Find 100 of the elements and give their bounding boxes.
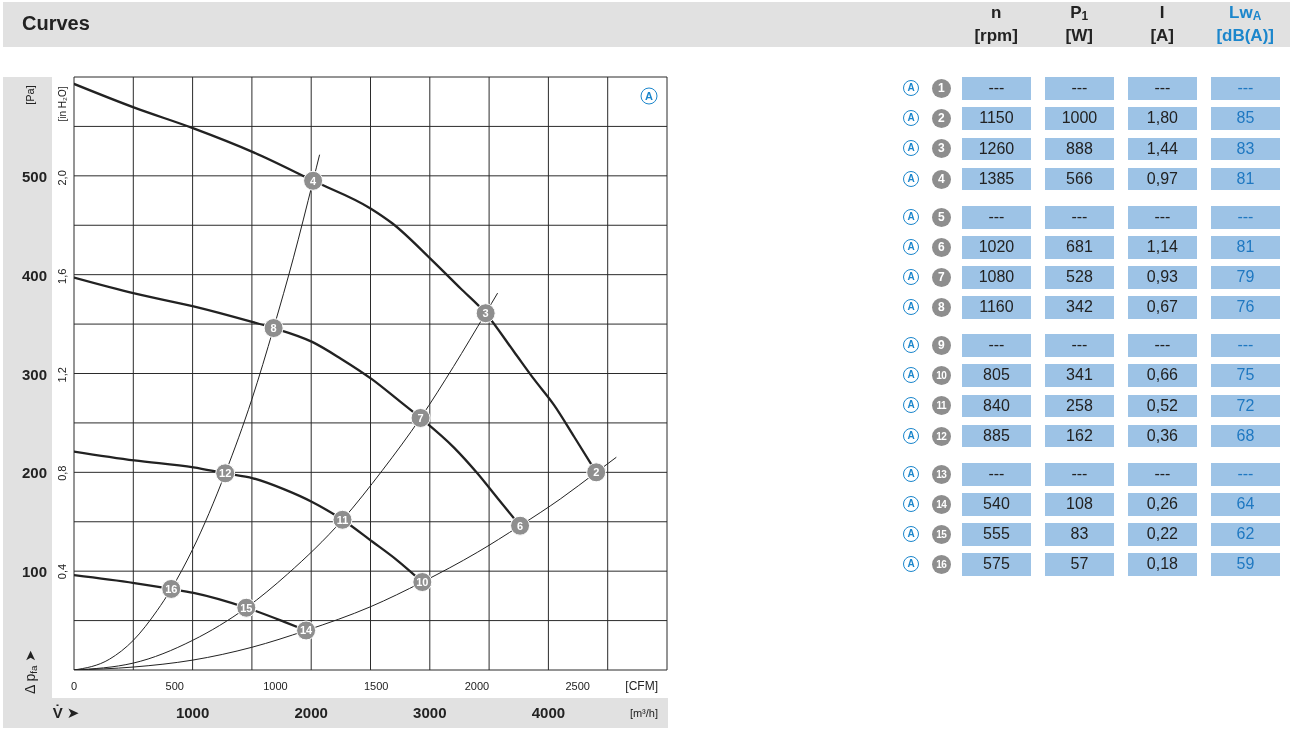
y2-tick-label: A [903,367,920,384]
x2-tick-label: 2500 [565,680,590,692]
y2-tick-label: A [903,525,920,542]
data-label: 81 [1210,235,1281,259]
data-label: 258 [1044,394,1115,418]
data-label: 1385 [961,167,1032,191]
text: --- [988,336,1005,354]
data-label: 1020 [961,235,1032,259]
data-label: 62 [1210,523,1281,546]
x2-tick-label: 500 [165,680,184,692]
y2-tick-label: 2,0 [56,170,68,186]
y-tick-label: 4 [931,169,951,189]
x-tick-label: P$_{1}$ [W] [1064,1,1094,47]
y2-tick-label: A [903,556,920,573]
y-tick-label: 300 [21,365,47,382]
y2-tick-label: A [903,140,920,157]
y2-tick-label: A [903,208,920,225]
annotation: 6 [516,519,524,532]
text: --- [1237,464,1254,482]
y-tick-label: 5 [931,207,951,227]
data-label: 81 [1210,167,1281,191]
y-tick-label: 3 [931,139,951,159]
y2-tick-label: A [903,80,920,97]
annotation: 14 [299,624,314,637]
y2-tick-label: A [903,465,920,482]
annotation: 8 [270,322,277,335]
y-tick-label: 14 [931,494,951,514]
data-label: 64 [1210,492,1281,516]
x-tick-label: 2000 [294,703,328,721]
y2-tick-label: 0,4 [56,563,68,580]
annotation: 4 [310,174,318,187]
data-label: 1080 [961,266,1032,289]
data-label: 840 [961,394,1032,418]
data-label: 341 [1044,364,1115,388]
data-label: 805 [961,364,1032,388]
text: --- [1237,207,1254,225]
data-label: 575 [961,553,1032,576]
data-label: 162 [1044,424,1115,448]
text: --- [988,464,1005,482]
data-label: 59 [1210,553,1281,576]
text: --- [1154,336,1171,354]
data-label: 1000 [1044,107,1115,131]
data-label: 57 [1044,553,1115,576]
x-tick-label: 4000 [531,703,566,721]
y-tick-label: 6 [931,237,951,257]
data-label: 342 [1044,296,1115,319]
x2-tick-label: 1000 [263,680,288,692]
x-tick-label: n [rpm] [973,1,1019,47]
data-label: 540 [961,492,1032,516]
y-tick-label: 16 [931,555,951,575]
x2-tick-label: 2000 [464,680,490,692]
data-label: 1,80 [1127,107,1198,131]
annotation: 7 [417,411,424,424]
y2-tick-label: A [903,268,920,285]
annotation: 2 [593,466,600,479]
text: --- [1154,207,1171,225]
y-tick-label: 200 [21,463,47,481]
y-tick-label: 1 [931,79,951,99]
x2-tick-label: 0 [70,680,78,692]
y2-tick-label: A [903,337,920,354]
annotation: A [640,87,658,105]
data-label: 1150 [961,107,1032,131]
y-tick-label: 13 [931,464,951,484]
data-label: 0,36 [1127,424,1198,448]
data-label: 1,44 [1127,137,1198,161]
data-label: 108 [1044,492,1115,516]
y2-tick-label: 1,2 [56,367,68,383]
y-tick-label: 15 [931,524,951,544]
data-label: 76 [1210,296,1281,319]
data-label: 0,22 [1127,523,1198,546]
x-tick-label: I [A] [1149,1,1175,47]
y2-tick-label: A [903,238,920,255]
x-tick-label: 1000 [175,703,210,721]
chart-title: Curves [22,11,90,35]
y-tick-label: 7 [931,267,951,287]
data-label: 1160 [961,296,1032,319]
data-label: 75 [1210,364,1281,388]
data-label: 83 [1210,137,1281,161]
data-label: 0,26 [1127,492,1198,516]
text: --- [1071,207,1088,225]
data-label: 885 [961,424,1032,448]
text: --- [1071,464,1088,482]
text: --- [1071,79,1088,97]
text: --- [988,79,1005,97]
text: --- [988,207,1005,225]
x-tick-label: Lw$_{A}$ [dB(A)] [1215,1,1275,47]
y-tick-label: 8 [931,298,951,318]
x2-tick-label: 1500 [364,680,389,692]
y2-tick-label: A [903,427,920,444]
data-label: 83 [1044,523,1115,546]
text: --- [1154,464,1171,482]
y2-tick-label: 0,8 [56,465,68,481]
y-tick-label: 11 [931,396,951,416]
y2-axis-title: [in H₂O] [56,86,68,122]
text: --- [1154,79,1171,97]
y-tick-label: 12 [931,426,951,446]
y-axis-title: [Pa] [24,85,36,105]
annotation: 15 [240,601,253,614]
y2-tick-label: A [903,495,920,512]
data-label: 79 [1210,266,1281,289]
